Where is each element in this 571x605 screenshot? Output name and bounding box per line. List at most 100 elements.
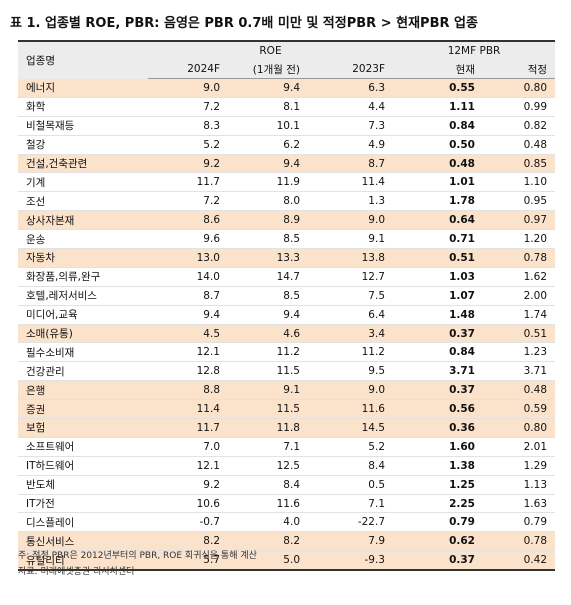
cell: 1.38 — [393, 456, 483, 476]
cell: 11.8 — [228, 418, 308, 438]
cell: 14.5 — [308, 418, 393, 438]
row-label: 상사자본재 — [18, 210, 148, 231]
cell: 13.8 — [308, 248, 393, 268]
row-label: 디스플레이 — [18, 512, 148, 533]
cell: 12.1 — [148, 456, 228, 476]
cell: 0.79 — [483, 512, 556, 533]
header-cell: 적정 — [483, 60, 556, 79]
cell: 3.71 — [393, 361, 483, 382]
header-cell: 업종명 — [18, 40, 148, 79]
cell: 10.6 — [148, 494, 228, 514]
table-row: 증권 11.4 11.5 11.6 0.56 0.59 — [18, 399, 556, 420]
row-label: 소매(유통) — [18, 324, 148, 344]
cell: 9.0 — [148, 78, 228, 98]
cell: 9.2 — [148, 475, 228, 495]
cell: 5.2 — [148, 135, 228, 155]
cell: 3.71 — [483, 361, 556, 382]
cell: 1.11 — [393, 97, 483, 117]
cell: 4.0 — [228, 512, 308, 533]
row-label: 에너지 — [18, 78, 148, 98]
cell: 14.0 — [148, 267, 228, 287]
cell: 0.56 — [393, 399, 483, 420]
row-label: 증권 — [18, 399, 148, 420]
row-label: 유틸리티 — [18, 550, 148, 572]
cell: 13.3 — [228, 248, 308, 268]
cell: 6.3 — [308, 78, 393, 98]
row-label: 미디어,교육 — [18, 305, 148, 325]
table-row: 기계 11.7 11.9 11.4 1.01 1.10 — [18, 172, 556, 193]
table-row: 비철목재등 8.3 10.1 7.3 0.84 0.82 — [18, 116, 556, 136]
cell: 0.37 — [393, 324, 483, 344]
cell: 2.25 — [393, 494, 483, 514]
cell: 8.4 — [228, 475, 308, 495]
cell: 11.5 — [228, 361, 308, 382]
cell: 8.9 — [228, 210, 308, 231]
row-label: 조선 — [18, 191, 148, 212]
cell: 0.84 — [393, 342, 483, 363]
cell: 0.97 — [483, 210, 556, 231]
cell: 0.50 — [393, 135, 483, 155]
header-cell: 현재 — [393, 60, 483, 79]
row-label: IT가전 — [18, 494, 148, 514]
cell: 11.4 — [148, 399, 228, 420]
row-label: 건강관리 — [18, 361, 148, 382]
cell: 8.7 — [308, 154, 393, 174]
cell: 12.5 — [228, 456, 308, 476]
cell: 8.4 — [308, 456, 393, 476]
row-label: 건설,건축관련 — [18, 154, 148, 174]
cell: 1.20 — [483, 229, 556, 250]
cell: 0.62 — [393, 531, 483, 552]
table: 업종명 ROE 12MF PBR 2024F (1개월 전) 2023F 현재 적정 에… — [18, 40, 556, 572]
cell: 0.80 — [483, 78, 556, 98]
cell: 8.3 — [148, 116, 228, 136]
cell: 12.7 — [308, 267, 393, 287]
row-label: 자동차 — [18, 248, 148, 268]
cell: 0.80 — [483, 418, 556, 438]
cell: 0.78 — [483, 248, 556, 268]
cell: 1.25 — [393, 475, 483, 495]
cell: 14.7 — [228, 267, 308, 287]
cell: 10.1 — [228, 116, 308, 136]
cell: 5.7 — [148, 550, 228, 572]
cell: 9.4 — [228, 78, 308, 98]
cell: 7.2 — [148, 97, 228, 117]
cell: 12.1 — [148, 342, 228, 363]
cell: 0.51 — [393, 248, 483, 268]
cell: 11.5 — [228, 399, 308, 420]
row-label: 철강 — [18, 135, 148, 155]
table-row: 디스플레이 -0.7 4.0 -22.7 0.79 0.79 — [18, 512, 556, 533]
cell: 0.36 — [393, 418, 483, 438]
cell: 11.4 — [308, 172, 393, 193]
table-row: 조선 7.2 8.0 1.3 1.78 0.95 — [18, 191, 556, 212]
cell: 1.01 — [393, 172, 483, 193]
cell: 9.4 — [148, 305, 228, 325]
cell: 11.2 — [228, 342, 308, 363]
cell: 8.2 — [228, 531, 308, 552]
row-label: IT하드웨어 — [18, 456, 148, 476]
cell: -9.3 — [308, 550, 393, 572]
cell: 8.5 — [228, 286, 308, 306]
table-row: 화장품,의류,완구 14.0 14.7 12.7 1.03 1.62 — [18, 267, 556, 287]
cell: 11.7 — [148, 172, 228, 193]
row-label: 기계 — [18, 172, 148, 193]
cell: 1.23 — [483, 342, 556, 363]
cell: 7.1 — [228, 437, 308, 457]
cell: 4.5 — [148, 324, 228, 344]
cell: 0.99 — [483, 97, 556, 117]
table-row: 소프트웨어 7.0 7.1 5.2 1.60 2.01 — [18, 437, 556, 457]
source: 자료: 미래에셋증권 리서치센터 — [18, 567, 135, 577]
cell: 0.82 — [483, 116, 556, 136]
cell: 2.00 — [483, 286, 556, 306]
cell: 7.5 — [308, 286, 393, 306]
cell: 0.84 — [393, 116, 483, 136]
row-label: 화장품,의류,완구 — [18, 267, 148, 287]
row-label: 비철목재등 — [18, 116, 148, 136]
cell: 1.3 — [308, 191, 393, 212]
cell: 4.4 — [308, 97, 393, 117]
table-row: 유틸리티 5.7 5.0 -9.3 0.37 0.42 — [18, 550, 556, 572]
cell: 7.0 — [148, 437, 228, 457]
cell: 0.78 — [483, 531, 556, 552]
cell: -0.7 — [148, 512, 228, 533]
note: 주: 적정 PBR은 2012년부터의 PBR, ROE 회귀식을 통해 계산 — [18, 551, 257, 561]
cell: 2.01 — [483, 437, 556, 457]
